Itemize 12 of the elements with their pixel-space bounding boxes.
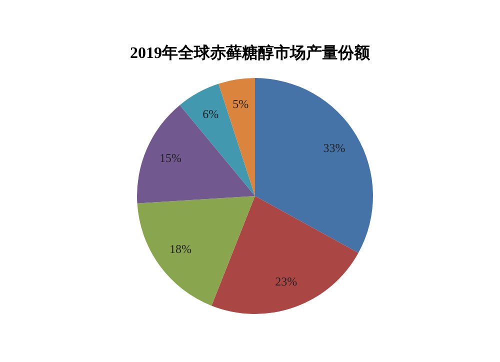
data-label: 15%	[160, 151, 182, 166]
pie-slice	[255, 78, 373, 253]
data-label: 33%	[323, 140, 346, 155]
pie-slice	[137, 196, 255, 306]
data-label: 6%	[202, 107, 219, 122]
data-label: 18%	[170, 242, 192, 256]
pie-slice	[212, 196, 358, 314]
chart-title: 2019年全球赤藓糖醇市场产量份额	[130, 44, 371, 62]
pie-slice	[180, 84, 255, 196]
pie-slice	[218, 78, 255, 196]
data-label: 5%	[232, 96, 249, 111]
data-label: 23%	[275, 274, 298, 288]
